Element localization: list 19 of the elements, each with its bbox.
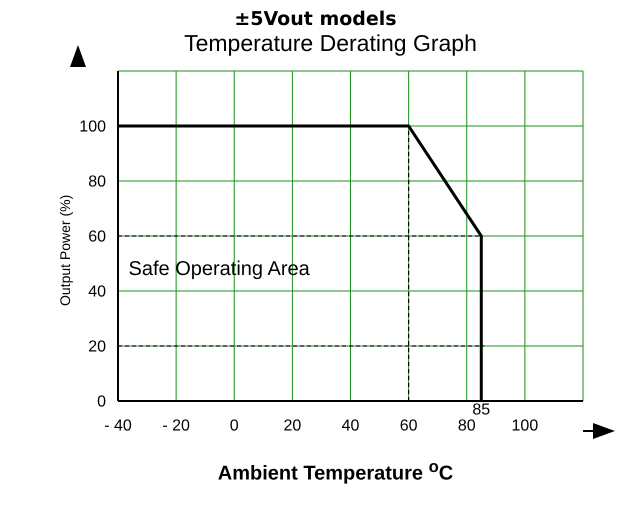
x-tick-label: 40 bbox=[342, 417, 360, 434]
annotation: 85 bbox=[472, 401, 490, 418]
x-tick-label: 80 bbox=[458, 417, 476, 434]
y-tick-label: 100 bbox=[79, 118, 106, 136]
x-tick-label: 60 bbox=[400, 417, 418, 434]
x-tick-label: - 40 bbox=[104, 417, 132, 434]
y-axis-title: Output Power (%) bbox=[56, 194, 73, 306]
y-tick-label: 60 bbox=[88, 228, 106, 246]
x-axis-title: Ambient Temperature $^{o}$C bbox=[216, 457, 454, 486]
x-tick-label: 100 bbox=[512, 417, 538, 434]
y-tick-label: 40 bbox=[88, 284, 106, 301]
chart-title: ±5Vout models bbox=[233, 8, 398, 30]
x-tick-label: 0 bbox=[230, 417, 239, 434]
chart-subtitle: Temperature Derating Graph bbox=[183, 30, 478, 57]
y-tick-label: 0 bbox=[97, 394, 106, 411]
x-tick-label: 20 bbox=[283, 417, 302, 434]
y-tick-label: 20 bbox=[88, 338, 106, 356]
x-tick-label: - 20 bbox=[162, 417, 190, 434]
y-tick-label: 80 bbox=[88, 174, 106, 191]
